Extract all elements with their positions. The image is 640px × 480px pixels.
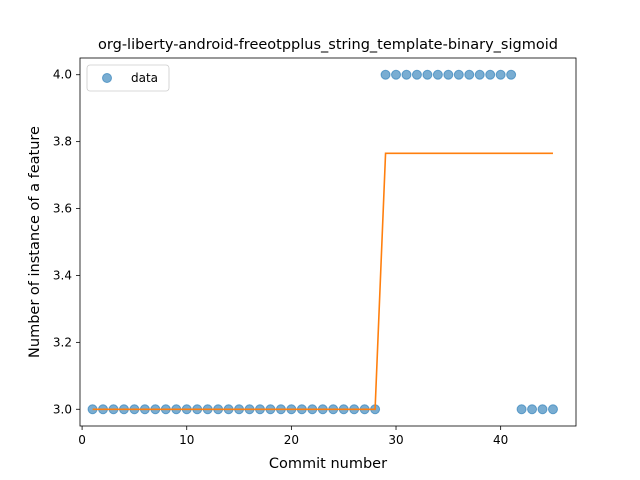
data-point <box>474 69 485 80</box>
data-point <box>453 69 464 80</box>
chart-title: org-liberty-android-freeotpplus_string_t… <box>98 37 558 53</box>
axes: 0 10 20 30 40 3.0 3.2 3.4 3.6 3.8 4.0 <box>53 68 508 447</box>
x-tick-label: 30 <box>388 433 403 447</box>
data-point <box>443 69 454 80</box>
x-tick-label: 40 <box>493 433 508 447</box>
data-point <box>485 69 496 80</box>
data-point <box>380 69 391 80</box>
x-tick-label: 0 <box>78 433 86 447</box>
data-point <box>464 69 475 80</box>
y-tick-label: 3.2 <box>53 335 72 349</box>
data-point <box>537 404 548 415</box>
plot-frame <box>79 57 577 427</box>
y-axis-label: Number of instance of a feature <box>27 126 43 358</box>
y-tick-label: 3.6 <box>53 202 72 216</box>
y-tick-label: 3.4 <box>53 268 72 282</box>
legend: data <box>86 64 170 92</box>
x-tick-label: 10 <box>179 433 194 447</box>
fit-line <box>92 152 553 411</box>
legend-label: data <box>131 71 158 85</box>
data-point <box>411 69 422 80</box>
y-tick-label: 3.8 <box>53 135 72 149</box>
marks <box>87 69 558 415</box>
plot-area <box>80 58 576 426</box>
data-point <box>547 404 558 415</box>
data-point <box>495 69 506 80</box>
data-point <box>506 69 517 80</box>
legend-box <box>86 64 170 92</box>
data-point <box>391 69 402 80</box>
data-point <box>401 69 412 80</box>
y-tick-label: 4.0 <box>53 68 72 82</box>
data-point <box>527 404 538 415</box>
x-axis-label: Commit number <box>269 456 387 472</box>
data-point <box>516 404 527 415</box>
y-tick-label: 3.0 <box>53 402 72 416</box>
data-point <box>432 69 443 80</box>
x-tick-label: 20 <box>284 433 299 447</box>
data-point <box>422 69 433 80</box>
legend-marker <box>102 73 112 83</box>
